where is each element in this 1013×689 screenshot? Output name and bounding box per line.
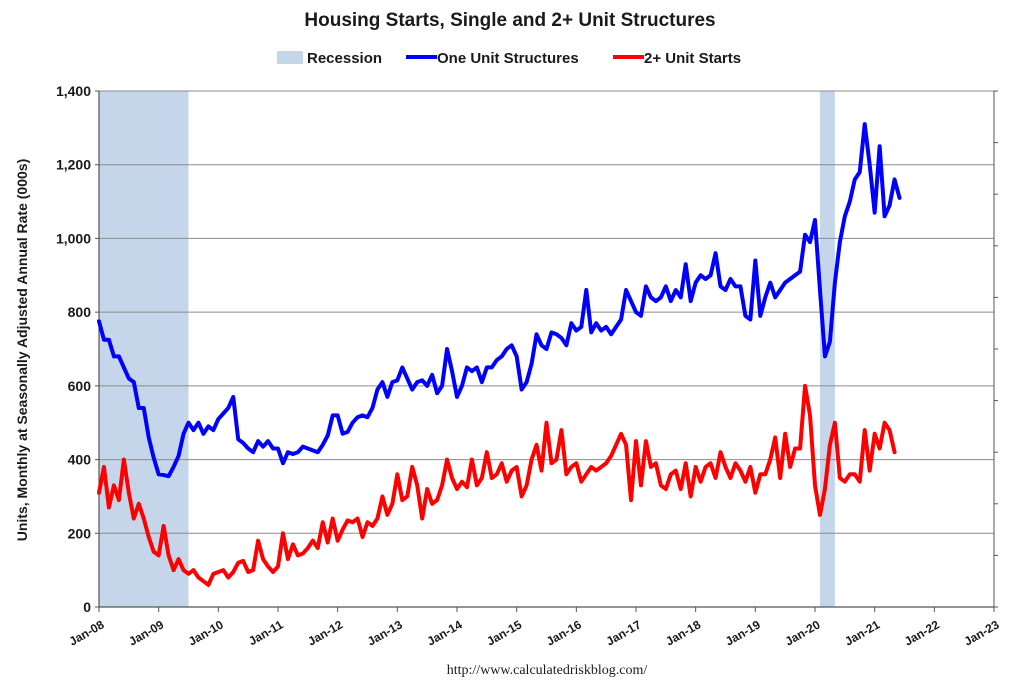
series-line-one-unit xyxy=(97,122,902,479)
series-lines xyxy=(97,122,902,587)
y-tick-label-7: 1,400 xyxy=(56,83,91,99)
legend: Recession One Unit Structures 2+ Unit St… xyxy=(277,50,741,67)
y-tick-label-3: 600 xyxy=(68,378,92,394)
gridlines xyxy=(99,90,994,534)
y-tick-label-1: 200 xyxy=(68,525,92,541)
y-tick-labels: 0 200 400 600 800 1,000 1,200 1,400 xyxy=(56,83,91,615)
legend-recession-label: Recession xyxy=(307,50,382,67)
series-line-multi-unit xyxy=(97,383,897,587)
legend-recession-swatch xyxy=(277,51,303,64)
y-tick-label-5: 1,000 xyxy=(56,230,91,246)
chart-title: Housing Starts, Single and 2+ Unit Struc… xyxy=(304,10,715,31)
y-tick-label-4: 800 xyxy=(68,304,92,320)
legend-one-unit-label: One Unit Structures xyxy=(437,50,579,67)
y-tick-label-0: 0 xyxy=(83,599,91,615)
y-tick-label-6: 1,200 xyxy=(56,157,91,173)
axes xyxy=(95,90,998,612)
legend-multi-unit-label: 2+ Unit Starts xyxy=(644,50,741,67)
y-tick-label-2: 400 xyxy=(68,452,92,468)
y-axis-title: Units, Monthly at Seasonally Adjusted An… xyxy=(14,159,30,541)
source-url: http://www.calculatedriskblog.com/ xyxy=(447,663,648,678)
